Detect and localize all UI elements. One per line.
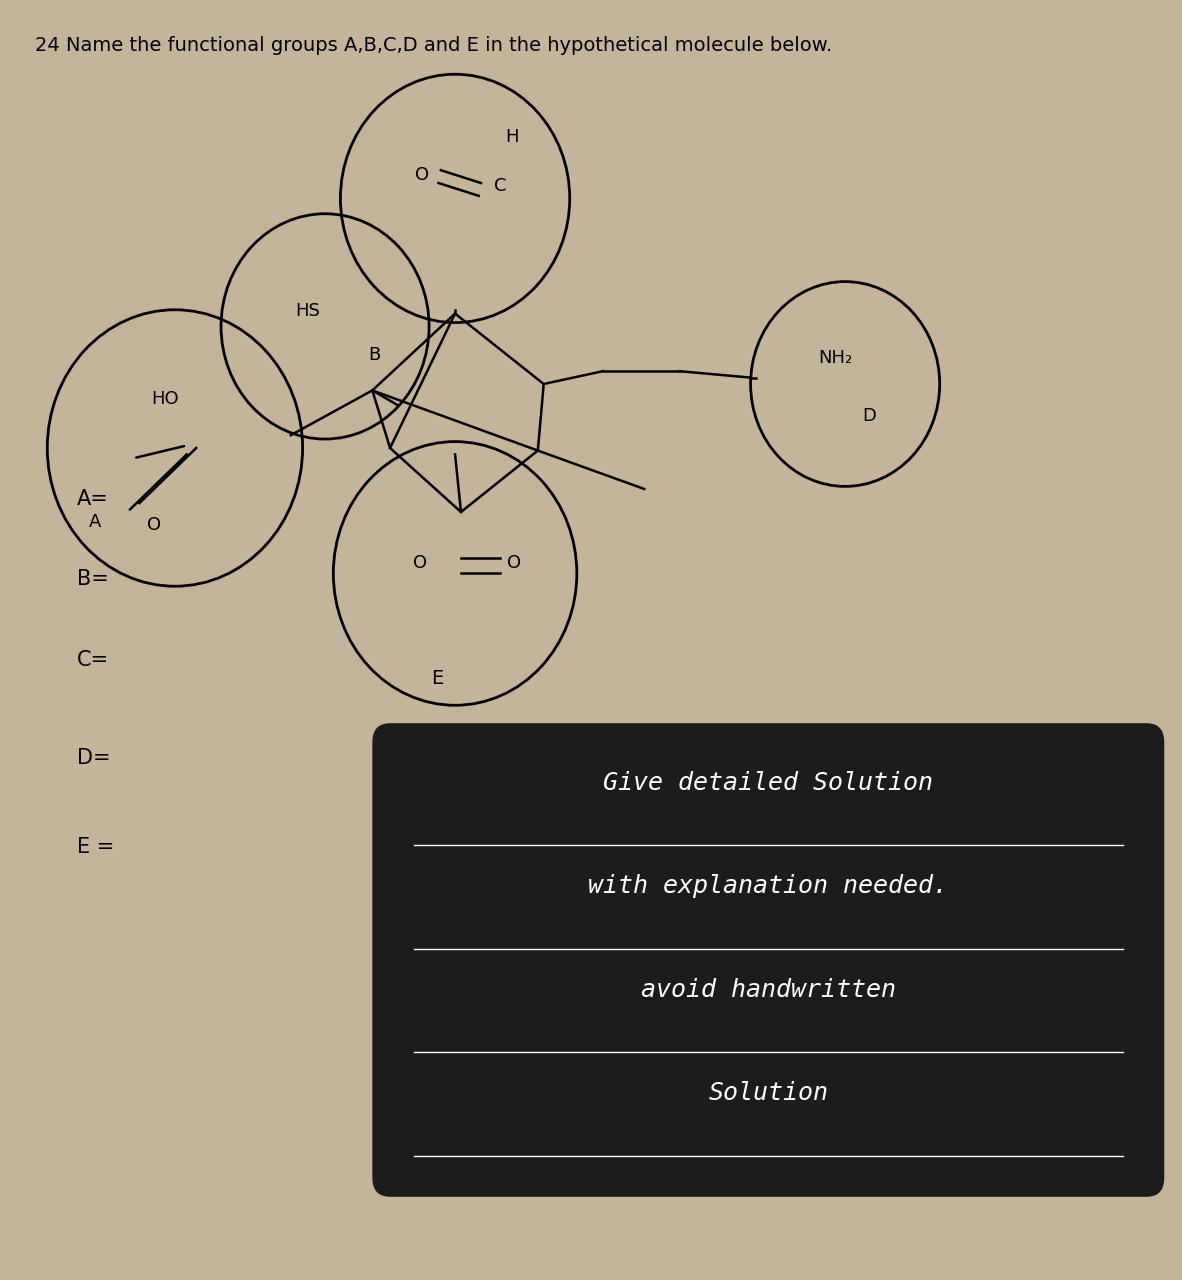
Text: H: H: [505, 128, 519, 146]
Text: B: B: [369, 346, 381, 364]
Text: O: O: [413, 554, 427, 572]
Text: C=: C=: [77, 650, 109, 671]
Text: with explanation needed.: with explanation needed.: [589, 874, 948, 899]
Text: NH₂: NH₂: [819, 349, 852, 367]
Text: Solution: Solution: [708, 1082, 829, 1106]
Text: Give detailed Solution: Give detailed Solution: [603, 771, 934, 795]
Text: B=: B=: [77, 568, 109, 589]
Text: O: O: [507, 554, 521, 572]
Text: HO: HO: [151, 390, 180, 408]
Text: A: A: [89, 513, 100, 531]
Text: E =: E =: [77, 837, 115, 858]
Text: D: D: [862, 407, 876, 425]
Text: avoid handwritten: avoid handwritten: [641, 978, 896, 1002]
FancyBboxPatch shape: [372, 723, 1164, 1197]
Text: C: C: [494, 177, 506, 195]
Text: A=: A=: [77, 489, 109, 509]
Text: O: O: [147, 516, 161, 534]
Text: E: E: [431, 669, 443, 687]
Text: O: O: [415, 166, 429, 184]
Text: HS: HS: [294, 302, 320, 320]
Text: 24 Name the functional groups A,B,C,D and E in the hypothetical molecule below.: 24 Name the functional groups A,B,C,D an…: [35, 36, 832, 55]
Text: D=: D=: [77, 748, 110, 768]
